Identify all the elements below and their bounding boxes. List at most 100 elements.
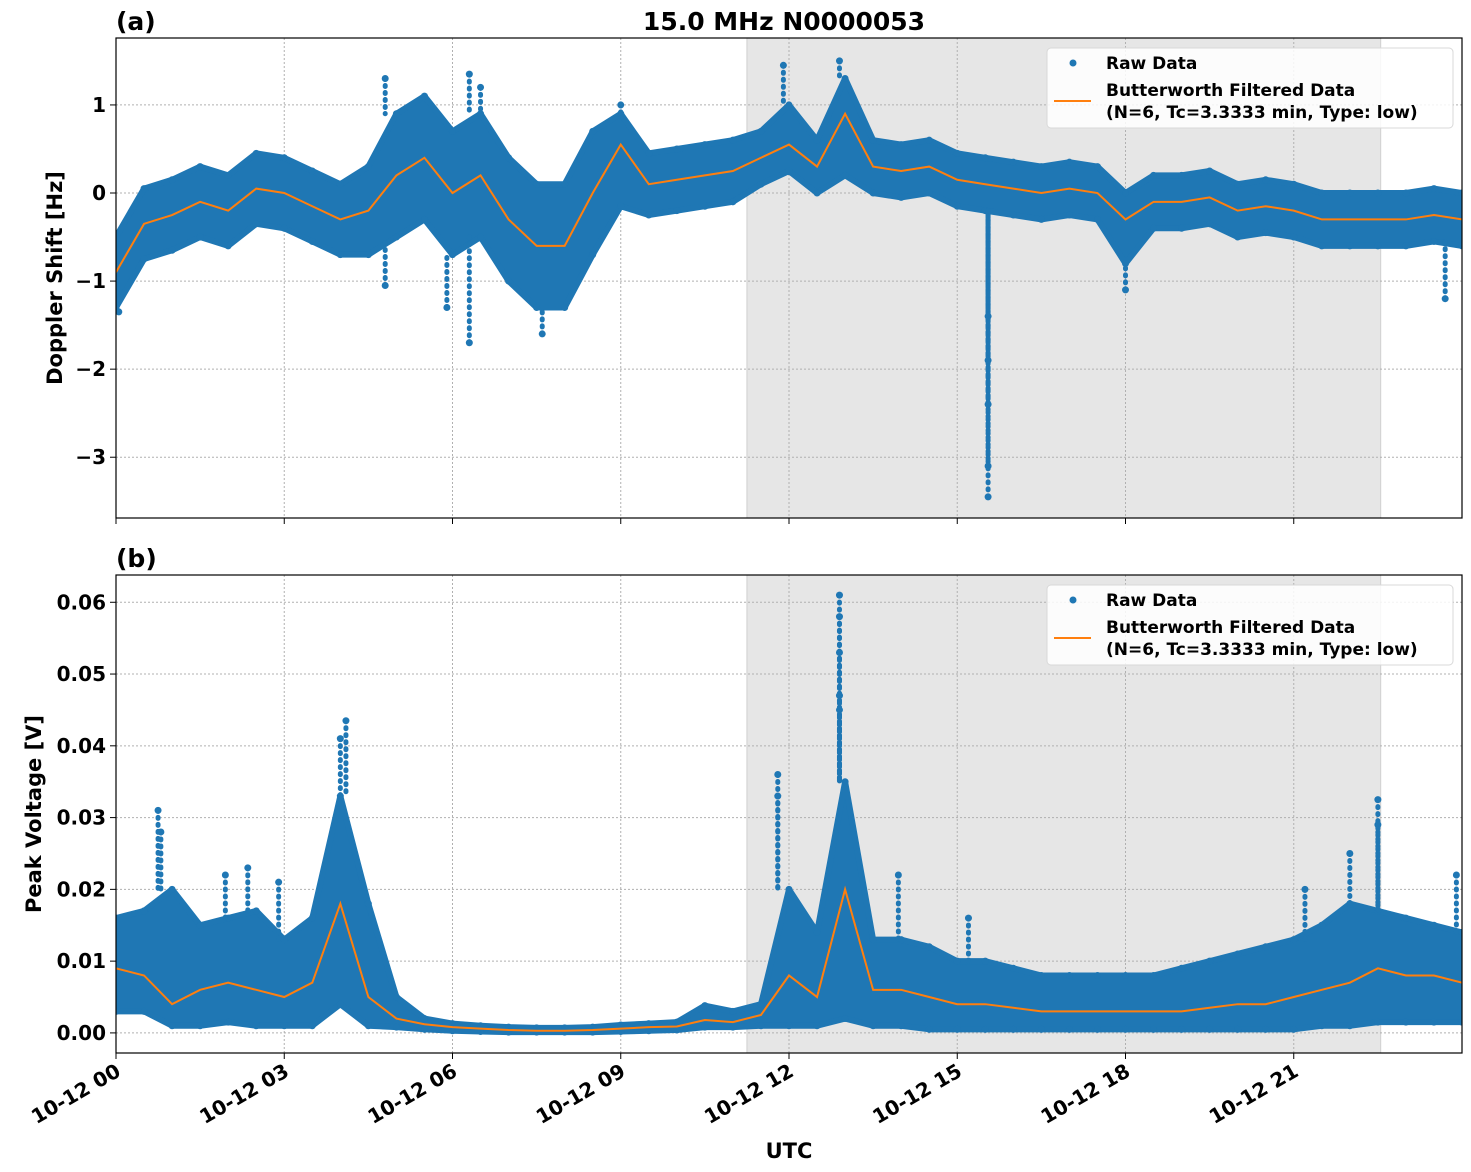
raw-data-point xyxy=(835,591,843,599)
raw-data-point xyxy=(757,180,765,188)
raw-data-point xyxy=(381,281,389,289)
raw-data-point xyxy=(1065,1025,1073,1033)
x-tick-label: 10-12 09 xyxy=(532,1059,630,1129)
raw-data-point xyxy=(981,957,989,965)
raw-data-point xyxy=(953,1025,961,1033)
raw-data-point xyxy=(869,936,877,944)
raw-data-point xyxy=(477,233,485,241)
raw-data-point xyxy=(443,304,451,312)
raw-data-point xyxy=(280,154,288,162)
raw-data-point xyxy=(785,167,793,175)
raw-data-point xyxy=(841,778,849,786)
filtered-data-line xyxy=(116,111,1462,273)
raw-data-point xyxy=(774,771,782,779)
raw-data-point xyxy=(1301,885,1309,893)
raw-data-point xyxy=(244,864,252,872)
raw-data-point xyxy=(701,141,709,149)
raw-data-point xyxy=(984,400,992,408)
raw-data-point xyxy=(140,255,148,263)
raw-data-point xyxy=(964,914,972,922)
x-tick-label: 10-12 06 xyxy=(363,1059,461,1129)
raw-data-point xyxy=(617,1027,625,1035)
y-tick-label: 1 xyxy=(92,93,106,117)
raw-data-point xyxy=(981,154,989,162)
y-axis-label: Peak Voltage [V] xyxy=(22,715,46,913)
legend: Raw Data Butterworth Filtered Data(N=6, T… xyxy=(1046,584,1454,666)
raw-data-point xyxy=(897,1022,905,1030)
raw-data-point xyxy=(477,1022,485,1030)
raw-data-point xyxy=(392,1023,400,1031)
raw-data-point xyxy=(252,220,260,228)
raw-data-point xyxy=(1065,158,1073,166)
raw-data-point xyxy=(589,1023,597,1031)
raw-data-point xyxy=(589,251,597,259)
x-axis-label: UTC xyxy=(766,1139,813,1163)
raw-data-point xyxy=(1318,242,1326,250)
raw-data-envelope xyxy=(116,778,1462,1036)
raw-data-point xyxy=(116,308,123,316)
raw-data-point xyxy=(116,1007,120,1015)
x-tick-label: 10-12 00 xyxy=(27,1059,125,1129)
raw-data-point xyxy=(1458,1018,1462,1026)
raw-data-point xyxy=(224,242,232,250)
raw-data-point xyxy=(813,928,821,936)
raw-data-point xyxy=(953,957,961,965)
raw-data-point xyxy=(984,312,992,320)
y-tick-label: 0 xyxy=(92,181,106,205)
raw-data-point xyxy=(364,1022,372,1030)
raw-data-point xyxy=(1122,286,1129,294)
raw-data-point xyxy=(1402,189,1410,197)
raw-data-point xyxy=(1037,1025,1045,1033)
raw-data-point xyxy=(449,1020,456,1028)
raw-data-point xyxy=(308,914,316,922)
raw-data-point xyxy=(645,1020,653,1028)
legend-raw-marker xyxy=(1069,596,1077,604)
raw-data-point xyxy=(1452,871,1460,879)
raw-data-point xyxy=(308,167,316,175)
raw-data-point xyxy=(835,57,843,65)
y-tick-label: 0.01 xyxy=(57,949,106,973)
raw-data-point xyxy=(1346,242,1354,250)
raw-data-point xyxy=(449,251,456,259)
raw-data-point xyxy=(1009,158,1017,166)
panel-a: 1 0 −1 −2 −3 (a) Doppler Shift [Hz] Raw Data But… xyxy=(43,7,1463,524)
raw-data-point xyxy=(1037,163,1045,171)
raw-data-point xyxy=(701,202,709,210)
raw-data-point xyxy=(841,1015,849,1023)
raw-data-point xyxy=(1037,215,1045,223)
raw-data-point xyxy=(420,92,428,100)
raw-data-point xyxy=(673,1026,681,1034)
raw-data-point xyxy=(1290,180,1298,188)
raw-data-point xyxy=(252,1022,260,1030)
raw-data-point xyxy=(785,101,793,109)
raw-data-point xyxy=(1093,163,1101,171)
raw-data-point xyxy=(1234,233,1242,241)
raw-data-point xyxy=(1093,971,1101,979)
raw-data-point xyxy=(168,176,176,184)
raw-data-point xyxy=(841,171,849,179)
panel-label: (b) xyxy=(116,544,157,573)
y-tick-label: −2 xyxy=(75,357,106,381)
raw-data-point xyxy=(835,613,843,621)
raw-data-point xyxy=(1290,936,1298,944)
raw-data-point xyxy=(779,61,787,69)
raw-data-point xyxy=(729,1007,737,1015)
raw-data-point xyxy=(981,1025,989,1033)
raw-data-point xyxy=(420,215,428,223)
raw-data-point xyxy=(1346,1022,1354,1030)
x-tick-label: 10-12 03 xyxy=(195,1059,293,1129)
raw-data-point xyxy=(116,914,120,922)
raw-data-point xyxy=(835,692,843,700)
raw-data-point xyxy=(729,198,737,206)
raw-data-point xyxy=(336,1000,344,1008)
raw-data-point xyxy=(1374,1018,1382,1026)
raw-data-point xyxy=(196,233,204,241)
raw-data-point xyxy=(1318,1022,1326,1030)
x-tick-label: 10-12 21 xyxy=(1205,1059,1303,1129)
raw-data-point xyxy=(1262,943,1270,951)
raw-data-point xyxy=(1178,171,1186,179)
raw-data-point xyxy=(869,189,877,197)
raw-data-point xyxy=(701,1002,709,1010)
raw-data-point xyxy=(729,1023,737,1031)
raw-data-point xyxy=(1318,921,1326,929)
